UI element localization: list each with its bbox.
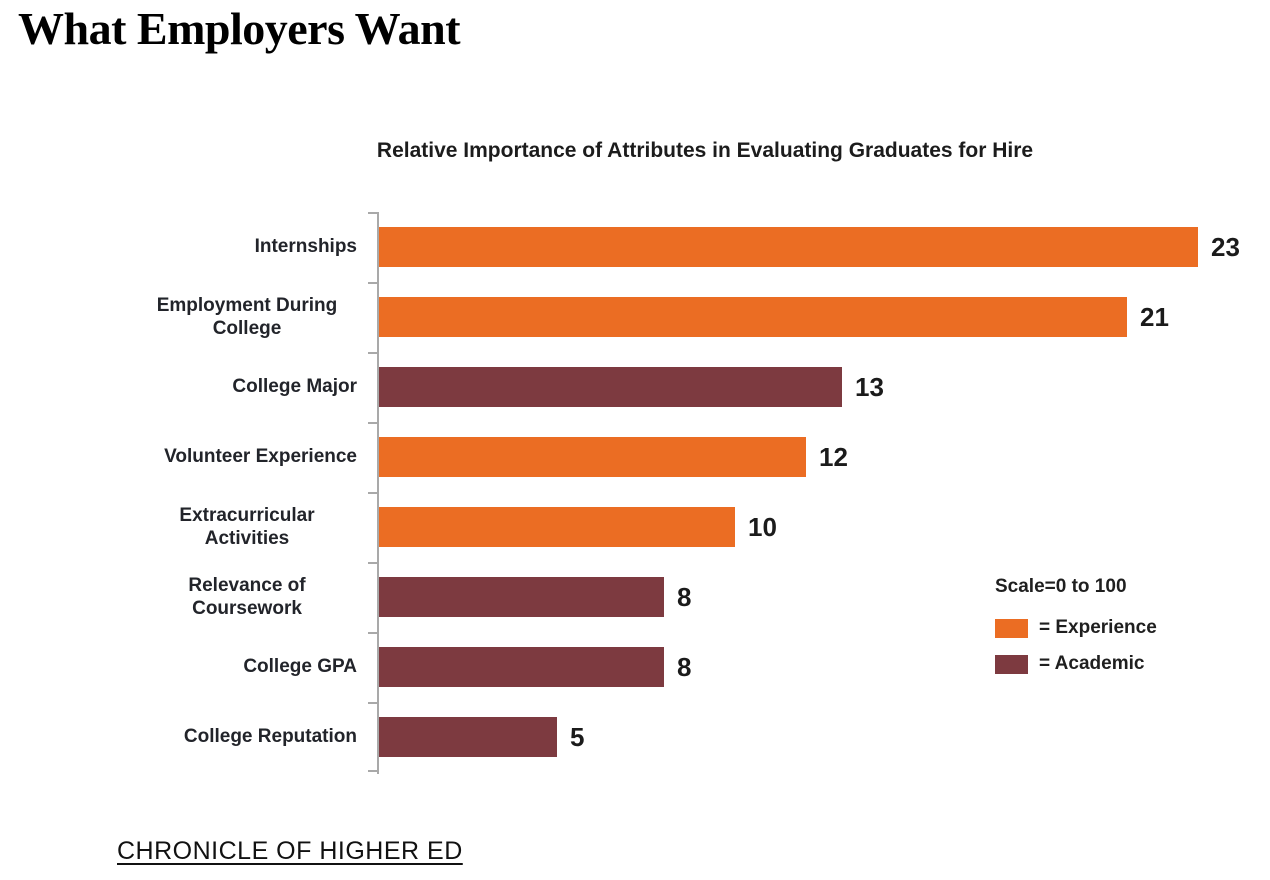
chart-row-extracurricular-activities: Extracurricular Activities 10 (119, 492, 1259, 562)
category-label: College Reputation (183, 726, 357, 748)
category-label-cell: College Reputation (119, 702, 377, 772)
bar-cell: 21 (377, 282, 1259, 352)
chart-row-college-major: College Major 13 (119, 352, 1259, 422)
chart-row-internships: Internships 23 (119, 212, 1259, 282)
bar-cell: 10 (377, 492, 1259, 562)
category-label: Employment During College (156, 294, 338, 339)
bar-cell: 8 (377, 562, 1259, 632)
value-label: 8 (677, 651, 692, 682)
axis-tick (368, 562, 377, 564)
category-label-cell: Extracurricular Activities (119, 492, 377, 562)
legend-item-experience: = Experience (995, 617, 1157, 639)
axis-tick (368, 770, 377, 772)
value-label: 13 (855, 371, 884, 402)
y-axis-line (377, 212, 379, 774)
axis-tick (368, 492, 377, 494)
legend-label-experience: = Experience (1039, 617, 1157, 638)
bar-relevance-of-coursework (379, 577, 664, 617)
bar-cell: 12 (377, 422, 1259, 492)
axis-tick (368, 352, 377, 354)
value-label: 23 (1211, 231, 1240, 262)
legend-label-academic: = Academic (1039, 653, 1145, 674)
axis-tick (368, 212, 377, 214)
bar-college-major (379, 367, 842, 407)
value-label: 21 (1140, 301, 1169, 332)
category-label: Volunteer Experience (164, 446, 357, 468)
axis-tick (368, 702, 377, 704)
source-link[interactable]: CHRONICLE OF HIGHER ED (117, 837, 463, 865)
scale-note: Scale=0 to 100 (995, 576, 1127, 597)
bar-employment-during-college (379, 297, 1127, 337)
chart-row-employment-during-college: Employment During College 21 (119, 282, 1259, 352)
value-label: 5 (570, 721, 585, 752)
bar-chart: Internships 23 Employment During College 21… (119, 212, 1259, 774)
chart-row-relevance-of-coursework: Relevance of Coursework 8 (119, 562, 1259, 632)
page-title: What Employers Want (18, 3, 461, 54)
category-label: College GPA (243, 656, 357, 678)
category-label-cell: Employment During College (119, 282, 377, 352)
academic-swatch-icon (995, 654, 1028, 674)
bar-college-reputation (379, 717, 557, 757)
category-label-cell: Relevance of Coursework (119, 562, 377, 632)
category-label: Relevance of Coursework (188, 574, 306, 619)
axis-tick (368, 422, 377, 424)
bar-volunteer-experience (379, 437, 806, 477)
category-label: Extracurricular Activities (179, 504, 315, 549)
chart-row-college-gpa: College GPA 8 (119, 632, 1259, 702)
bar-extracurricular-activities (379, 507, 735, 547)
bar-cell: 13 (377, 352, 1259, 422)
category-label-cell: Internships (119, 212, 377, 282)
axis-tick (368, 632, 377, 634)
category-label: Internships (254, 236, 357, 258)
category-label-cell: College Major (119, 352, 377, 422)
chart-row-volunteer-experience: Volunteer Experience 12 (119, 422, 1259, 492)
value-label: 8 (677, 581, 692, 612)
chart-legend: Scale=0 to 100 = Experience = Academic (995, 576, 1157, 689)
value-label: 12 (819, 441, 848, 472)
chart-row-college-reputation: College Reputation 5 (119, 702, 1259, 772)
category-label-cell: College GPA (119, 632, 377, 702)
value-label: 10 (748, 511, 777, 542)
bar-cell: 23 (377, 212, 1259, 282)
chart-title: Relative Importance of Attributes in Eva… (376, 139, 1034, 162)
category-label-cell: Volunteer Experience (119, 422, 377, 492)
legend-item-academic: = Academic (995, 653, 1157, 675)
bar-internships (379, 227, 1198, 267)
bar-college-gpa (379, 647, 664, 687)
bar-cell: 8 (377, 632, 1259, 702)
axis-tick (368, 282, 377, 284)
category-label: College Major (232, 376, 357, 398)
experience-swatch-icon (995, 618, 1028, 638)
bar-cell: 5 (377, 702, 1259, 772)
